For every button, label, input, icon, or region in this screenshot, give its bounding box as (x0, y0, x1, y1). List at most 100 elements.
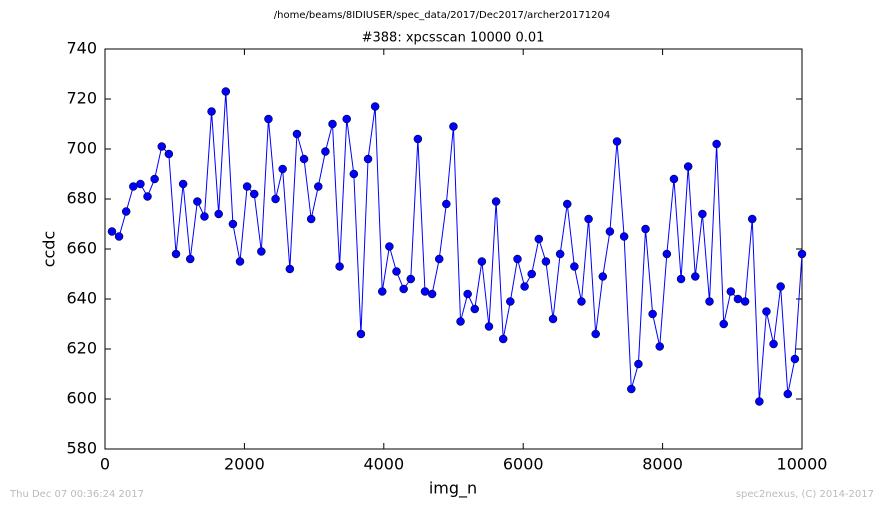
data-point (726, 287, 736, 296)
data-point (150, 174, 159, 184)
data-point (342, 114, 351, 124)
suptitle: /home/beams/8IDIUSER/spec_data/2017/Dec2… (274, 10, 610, 21)
data-point (413, 134, 423, 144)
y-tick-label: 700 (66, 139, 97, 158)
chart-title: #388: xpcsscan 10000 0.01 (362, 31, 545, 46)
data-point (178, 179, 188, 189)
data-point (434, 254, 444, 264)
data-point (271, 194, 280, 204)
x-tick-label: 6000 (503, 455, 544, 474)
data-point (676, 274, 686, 284)
data-point (306, 214, 316, 224)
data-point (385, 242, 394, 251)
data-point (249, 189, 259, 199)
data-point (548, 314, 558, 324)
data-point (406, 274, 416, 284)
data-point (207, 107, 216, 116)
data-point (669, 174, 679, 184)
data-point (619, 232, 629, 241)
data-point (790, 354, 800, 364)
data-point (498, 334, 508, 344)
data-point (627, 384, 636, 394)
data-point (427, 289, 437, 299)
data-point (370, 102, 380, 111)
y-tick-label: 660 (66, 239, 97, 258)
data-point (292, 129, 302, 139)
data-point (705, 297, 714, 306)
data-point (356, 329, 366, 339)
y-tick-label: 600 (66, 389, 97, 408)
data-point (555, 249, 565, 259)
data-point (242, 182, 252, 191)
data-point (378, 287, 387, 296)
data-point (747, 214, 757, 224)
data-point (278, 164, 287, 174)
x-tick-label: 4000 (363, 455, 404, 474)
data-point (143, 192, 152, 201)
data-line (111, 91, 803, 402)
data-point (484, 322, 494, 331)
data-point (783, 389, 793, 399)
data-point (228, 219, 238, 229)
data-point (797, 249, 807, 259)
x-axis-label: img_n (429, 479, 477, 499)
data-point (698, 209, 707, 219)
data-point (577, 297, 586, 306)
data-point (513, 254, 522, 264)
y-tick-label: 740 (66, 39, 97, 58)
data-point (185, 254, 195, 264)
data-point (570, 262, 579, 271)
data-point (171, 249, 181, 259)
data-point (719, 319, 728, 329)
data-point (541, 257, 551, 266)
data-point (762, 307, 771, 316)
data-point (662, 249, 672, 259)
data-point (612, 137, 622, 146)
footer-left: Thu Dec 07 00:36:24 2017 (9, 489, 144, 500)
data-point (733, 294, 743, 304)
data-point (335, 262, 344, 271)
data-point (257, 247, 266, 256)
data-point (598, 272, 608, 281)
x-tick-label: 10000 (777, 455, 828, 474)
data-point (121, 207, 131, 216)
data-point (506, 297, 515, 306)
data-point (328, 119, 337, 129)
data-point (470, 304, 480, 314)
y-tick-label: 620 (66, 339, 97, 358)
data-point (456, 317, 465, 326)
data-point (264, 114, 273, 124)
data-point (392, 267, 401, 276)
data-point (235, 257, 245, 266)
data-point (591, 329, 600, 339)
data-point (463, 289, 472, 299)
data-point (740, 297, 750, 306)
data-point (349, 169, 359, 179)
y-tick-label: 720 (66, 89, 97, 108)
data-point (648, 309, 657, 319)
data-point (164, 149, 174, 159)
data-point (605, 227, 615, 236)
data-point (584, 214, 593, 224)
data-point (420, 287, 430, 296)
data-point (136, 179, 145, 189)
data-point (712, 139, 721, 149)
y-tick-label: 680 (66, 189, 97, 208)
data-point (491, 197, 501, 206)
data-point (314, 182, 323, 191)
data-point (776, 282, 785, 291)
data-point (755, 397, 764, 406)
data-point (683, 162, 693, 171)
x-tick-label: 0 (100, 455, 110, 474)
data-point (221, 87, 231, 96)
data-point (363, 154, 373, 164)
data-point (634, 359, 643, 369)
data-point (285, 264, 295, 274)
data-point (534, 234, 544, 244)
data-point (200, 212, 209, 221)
data-point (691, 272, 700, 281)
data-point (641, 224, 650, 234)
data-point (477, 257, 487, 266)
footer-right: spec2nexus, (C) 2014-2017 (736, 489, 874, 500)
